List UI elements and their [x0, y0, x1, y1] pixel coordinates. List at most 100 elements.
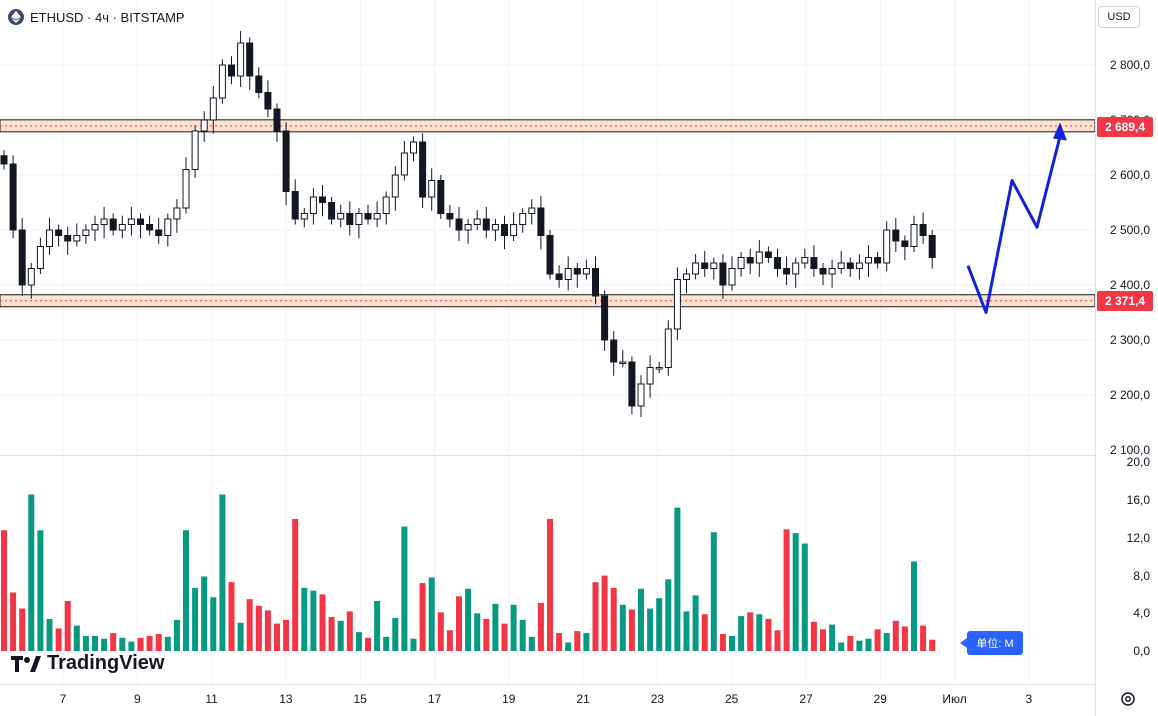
time-tick-label: Июл [942, 692, 967, 706]
price-candle [764, 246, 772, 263]
price-candle [646, 355, 654, 398]
volume-tick-label: 12,0 [1126, 530, 1150, 545]
volume-bar [920, 625, 927, 651]
volume-bar [246, 599, 253, 651]
volume-bar [510, 604, 517, 651]
volume-bar [274, 623, 280, 651]
volume-bar [456, 596, 462, 651]
volume-bar [73, 625, 80, 651]
volume-bar [747, 612, 754, 651]
volume-bar [801, 543, 808, 651]
price-candle [73, 223, 81, 247]
price-candle [291, 179, 299, 225]
settings-icon[interactable] [1120, 691, 1136, 707]
volume-bar [474, 613, 481, 651]
price-candle [546, 230, 554, 280]
volume-bar [183, 530, 189, 651]
price-candle [910, 215, 918, 252]
price-candle [555, 265, 563, 288]
volume-bar [255, 605, 262, 651]
price-candle [419, 133, 427, 208]
volume-bar [601, 575, 608, 651]
price-candle [928, 230, 936, 269]
volume-bar [283, 619, 290, 651]
price-candle [592, 256, 599, 305]
currency-button[interactable]: USD [1098, 6, 1140, 28]
price-candle [510, 212, 518, 241]
volume-bar [355, 632, 362, 651]
volume-bar [501, 623, 508, 651]
volume-bar [810, 621, 817, 651]
volume-bar [774, 630, 781, 651]
volume-bar [55, 628, 62, 651]
price-candle [100, 206, 108, 239]
volume-bar [419, 583, 426, 651]
volume-bar [173, 619, 180, 651]
volume-bar [528, 636, 535, 651]
price-candle [118, 215, 126, 239]
volume-bar [82, 635, 89, 651]
volume-bar [128, 641, 135, 651]
volume-bar [929, 639, 936, 651]
price-candle [501, 215, 508, 250]
volume-bar [647, 608, 654, 651]
time-tick-label: 29 [873, 692, 887, 706]
volume-bar [847, 635, 854, 651]
volume-bar [483, 618, 490, 651]
volume-bar [19, 608, 26, 651]
price-candle [455, 206, 463, 241]
volume-tick-label: 0,0 [1133, 644, 1150, 658]
price-candle [337, 204, 345, 228]
tradingview-logo[interactable]: TradingView [11, 652, 164, 675]
volume-bar [92, 635, 98, 651]
volume-bar [565, 642, 572, 651]
volume-bar [765, 618, 772, 651]
symbol-header[interactable]: ETHUSD · 4ч · BITSTAMP [8, 7, 185, 27]
volume-bar [656, 598, 663, 651]
price-candle [364, 204, 372, 225]
volume-bar [319, 594, 326, 651]
price-candle [628, 356, 636, 415]
volume-bar [137, 637, 144, 651]
volume-bar [64, 601, 71, 651]
price-tick-label: 2 200,0 [1109, 388, 1150, 402]
volume-bar [410, 638, 417, 651]
price-candle [746, 248, 754, 274]
volume-bar [37, 530, 44, 651]
price-candle [601, 290, 609, 351]
volume-bar [365, 637, 371, 651]
price-candle [491, 219, 499, 241]
volume-bar [638, 588, 644, 651]
price-candle [637, 375, 645, 417]
price-candle [400, 140, 408, 181]
volume-bar [683, 611, 690, 651]
time-tick-label: 17 [427, 692, 442, 706]
volume-bar [674, 507, 681, 651]
price-candle [64, 226, 72, 255]
time-tick-label: 3 [1025, 692, 1033, 706]
price-candle [446, 204, 454, 228]
time-tick-label: 11 [205, 692, 218, 706]
time-tick-label: 13 [279, 692, 293, 706]
time-tick-label: 25 [725, 692, 739, 706]
price-candle [846, 257, 854, 277]
price-candle [701, 250, 709, 277]
price-candle [774, 248, 781, 277]
price-candle [573, 263, 581, 288]
volume-bar [428, 577, 435, 651]
price-candle [346, 201, 354, 236]
volume-bar [701, 614, 708, 651]
volume-bar [219, 494, 226, 651]
time-tick-label: 21 [576, 692, 590, 706]
price-candle [810, 245, 818, 277]
price-candle [874, 252, 882, 269]
volume-bar [292, 518, 299, 651]
volume-bar [446, 630, 453, 651]
price-candle [664, 320, 672, 376]
price-candle [0, 150, 8, 170]
volume-bar [201, 576, 208, 651]
price-candle [473, 210, 481, 230]
level-band [0, 294, 1096, 308]
price-candle [655, 362, 663, 373]
